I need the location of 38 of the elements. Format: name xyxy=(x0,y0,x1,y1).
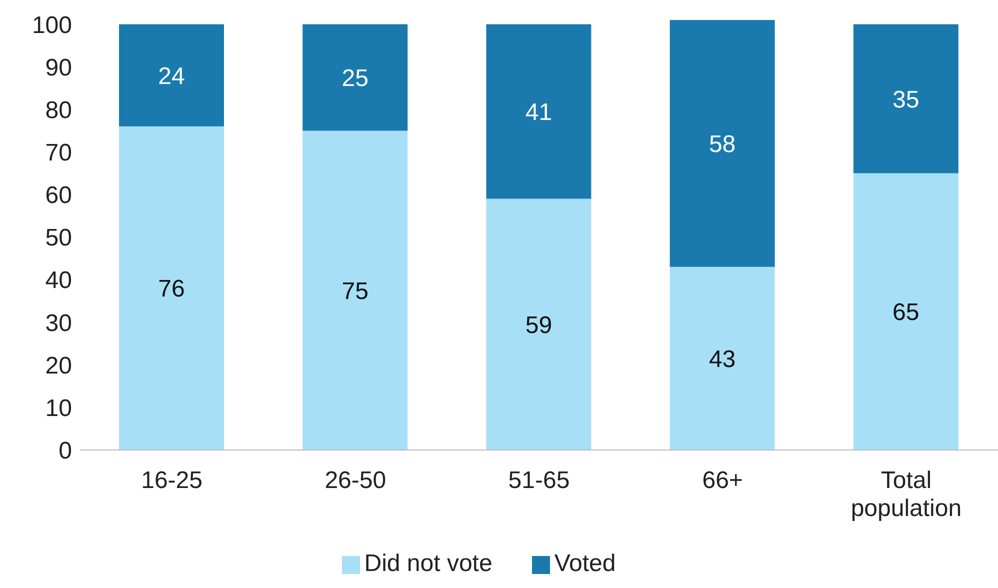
y-tick-label: 0 xyxy=(58,438,72,465)
bar xyxy=(119,24,224,126)
x-tick-label: 16-25 xyxy=(141,467,202,494)
legend-label: Voted xyxy=(554,550,616,577)
bar xyxy=(302,130,408,450)
y-tick-label: 40 xyxy=(45,267,72,294)
y-tick-label: 60 xyxy=(45,182,72,210)
bar xyxy=(670,20,775,267)
bar xyxy=(119,126,224,450)
legend-label: Did not vote xyxy=(364,550,492,577)
y-tick-label: 50 xyxy=(45,224,72,252)
x-tick-label: 66+ xyxy=(702,467,743,494)
y-tick-label: 90 xyxy=(45,54,72,82)
data-label: 25 xyxy=(342,64,368,92)
x-tick-label: 51-65 xyxy=(508,467,570,494)
bar xyxy=(486,198,592,450)
x-tick-label: 26-50 xyxy=(324,467,386,494)
x-tick-label: Total population xyxy=(850,467,962,522)
data-label: 43 xyxy=(708,346,736,373)
bar xyxy=(302,24,408,131)
data-label: 59 xyxy=(525,312,552,339)
y-tick-label: 10 xyxy=(45,394,72,422)
y-tick-label: 20 xyxy=(45,352,72,380)
data-label: 41 xyxy=(525,99,552,126)
y-tick-label: 30 xyxy=(45,310,72,337)
y-tick-label: 80 xyxy=(45,96,72,124)
data-label: 58 xyxy=(708,130,736,158)
bar xyxy=(670,266,775,450)
data-label: 65 xyxy=(892,299,920,326)
bar xyxy=(853,24,958,174)
data-label: 75 xyxy=(342,278,368,305)
bar xyxy=(486,24,592,199)
bar xyxy=(853,173,958,450)
data-label: 24 xyxy=(158,62,185,90)
y-tick-label: 100 xyxy=(32,12,72,39)
data-label: 35 xyxy=(892,86,920,114)
data-label: 76 xyxy=(158,276,185,303)
y-tick-label: 70 xyxy=(45,140,72,166)
